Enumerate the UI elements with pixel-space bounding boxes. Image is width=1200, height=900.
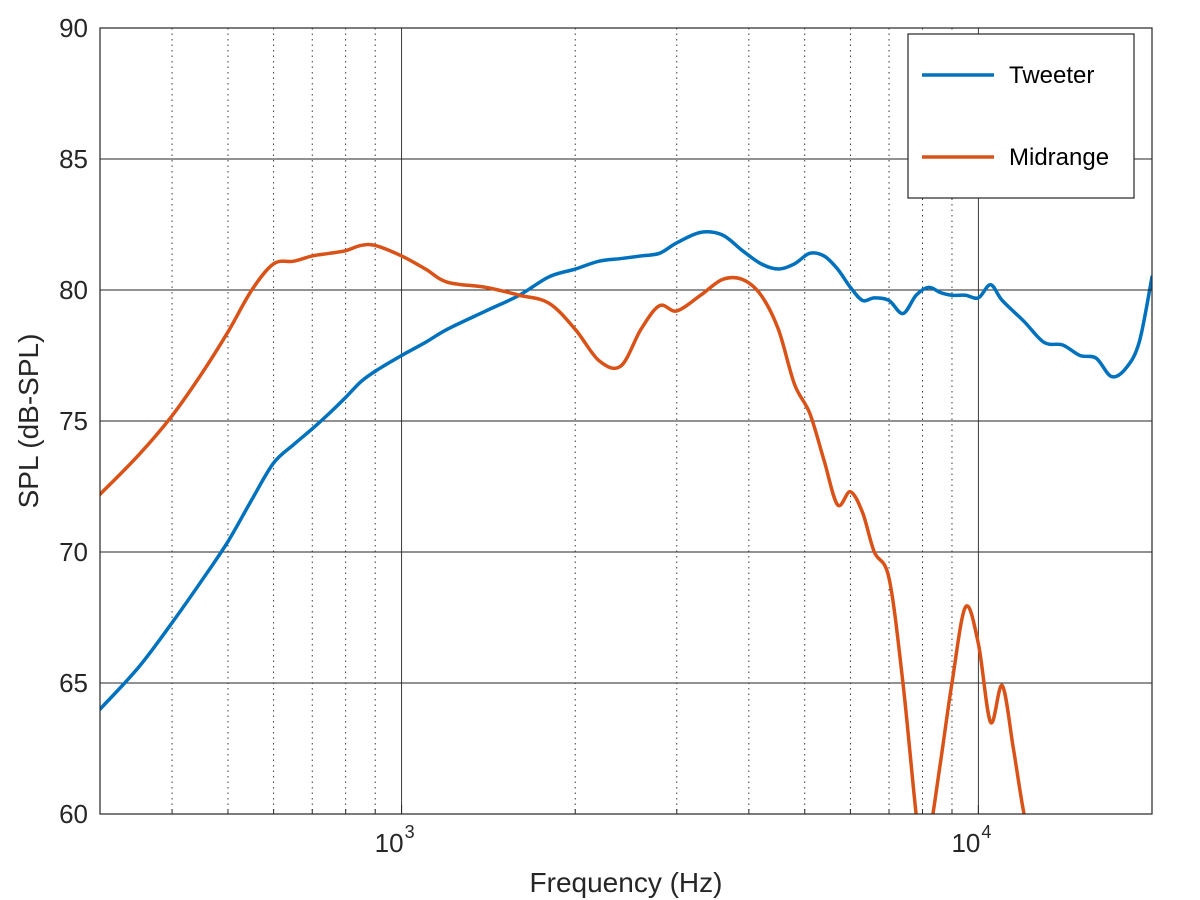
series-layer <box>100 230 1152 814</box>
series-line-tweeter <box>100 230 1152 711</box>
y-tick-label: 70 <box>59 537 88 567</box>
y-tick-label: 90 <box>59 13 88 43</box>
legend-label-tweeter: Tweeter <box>1009 62 1094 89</box>
tick-marks <box>99 27 1153 815</box>
y-tick-label: 75 <box>59 406 88 436</box>
y-axis-label: SPL (dB-SPL) <box>13 334 44 509</box>
y-tick-label: 65 <box>59 668 88 698</box>
x-tick-label-base: 10 <box>951 828 980 858</box>
x-tick-label-exponent: 4 <box>981 822 991 842</box>
y-tick-label: 60 <box>59 799 88 829</box>
x-tick-label: 10 3 <box>375 822 415 858</box>
x-tick-label-exponent: 3 <box>405 822 415 842</box>
series-line-midrange <box>100 242 1026 814</box>
x-axis-label: Frequency (Hz) <box>530 867 723 898</box>
x-tick-label: 10 4 <box>951 822 991 858</box>
legend-label-midrange: Midrange <box>1009 144 1109 171</box>
y-tick-label: 80 <box>59 275 88 305</box>
legend-box <box>907 33 1135 199</box>
x-tick-label-base: 10 <box>375 828 404 858</box>
legend[interactable]: Tweeter Midrange <box>907 33 1135 199</box>
y-tick-label: 85 <box>59 144 88 174</box>
